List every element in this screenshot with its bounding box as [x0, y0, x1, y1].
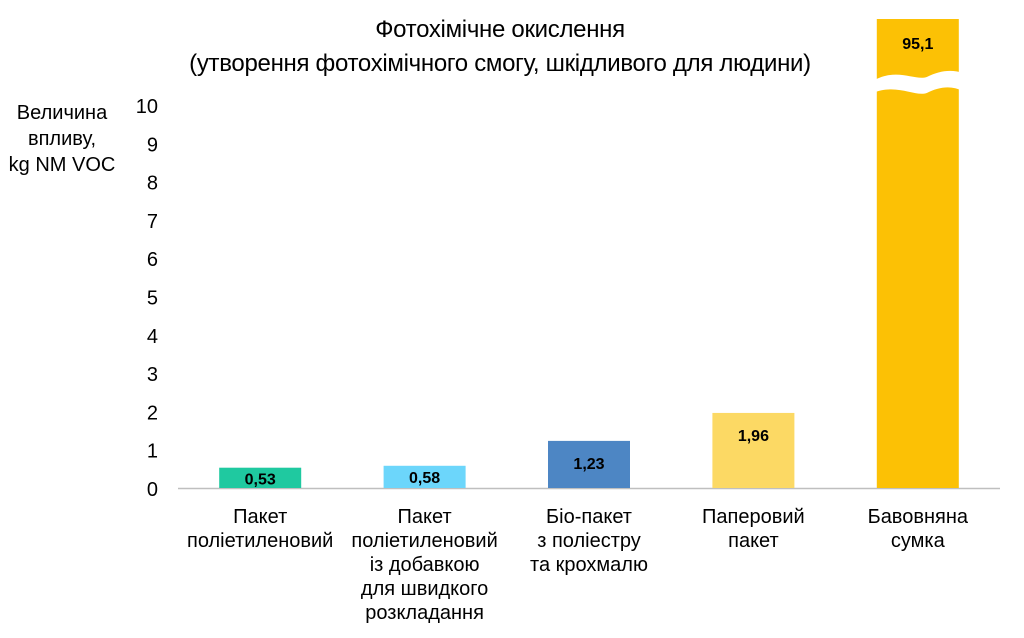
x-category-label-line: поліетиленовий — [351, 530, 498, 552]
chart-subtitle: (утворення фотохімічного смогу, шкідливо… — [189, 50, 811, 77]
x-category-label-line: з поліестру — [537, 530, 641, 552]
y-axis-label-line: kg NM VOC — [8, 154, 116, 176]
x-category-label-line: Пакет — [233, 506, 288, 528]
bar-value-label: 0,53 — [245, 472, 276, 489]
x-category-label-line: сумка — [890, 530, 945, 552]
x-category-label: Пакет поліетиленовий із добавкою для швидко… — [340, 505, 510, 625]
x-category-label: Паперовий пакет — [668, 505, 838, 553]
bar-value-label: 1,96 — [738, 428, 769, 445]
y-tick-label: 3 — [147, 364, 158, 386]
x-category-label-line: розкладання — [365, 602, 484, 624]
y-tick-label: 8 — [147, 173, 158, 195]
x-category-label-line: поліетиленовий — [187, 530, 334, 552]
x-category-label: Бавовняна сумка — [833, 505, 1003, 553]
y-tick-label: 4 — [147, 326, 158, 348]
y-tick-label: 6 — [147, 249, 158, 271]
bar-value-label: 95,1 — [902, 36, 933, 53]
x-category-label-line: Бавовняна — [867, 506, 969, 528]
bar — [383, 465, 466, 488]
y-tick-label: 10 — [136, 96, 158, 118]
bar — [219, 467, 302, 488]
x-category-label-line: пакет — [728, 530, 779, 552]
bar — [876, 19, 959, 488]
y-axis-label: Величина впливу, kg NM VOC — [0, 100, 124, 178]
bar-value-label: 1,23 — [573, 456, 604, 473]
axis-break-mark — [872, 70, 963, 94]
y-tick-label: 2 — [147, 402, 158, 424]
y-tick-label: 5 — [147, 288, 158, 310]
x-category-label-line: Паперовий — [702, 506, 805, 528]
chart-title: Фотохімічне окислення — [375, 16, 625, 43]
y-tick-label: 9 — [147, 134, 158, 156]
x-category-label-line: для швидкого — [360, 578, 489, 600]
x-category-label: Біо-пакет з поліестру та крохмалю — [504, 505, 674, 577]
x-category-label-line: із добавкою — [369, 554, 480, 576]
y-axis-label-line: Величина — [16, 102, 108, 124]
bar — [712, 412, 795, 488]
bar-value-label: 0,58 — [409, 470, 440, 487]
y-tick-label: 0 — [147, 479, 158, 501]
y-tick-label: 7 — [147, 211, 158, 233]
bar — [548, 440, 630, 488]
y-axis-label-line: впливу, — [27, 128, 97, 150]
y-tick-label: 1 — [147, 441, 158, 463]
x-category-label-line: та крохмалю — [530, 554, 648, 576]
x-category-label-line: Біо-пакет — [546, 506, 632, 528]
x-category-label-line: Пакет — [397, 506, 452, 528]
x-category-label: Пакет поліетиленовий — [175, 505, 345, 553]
